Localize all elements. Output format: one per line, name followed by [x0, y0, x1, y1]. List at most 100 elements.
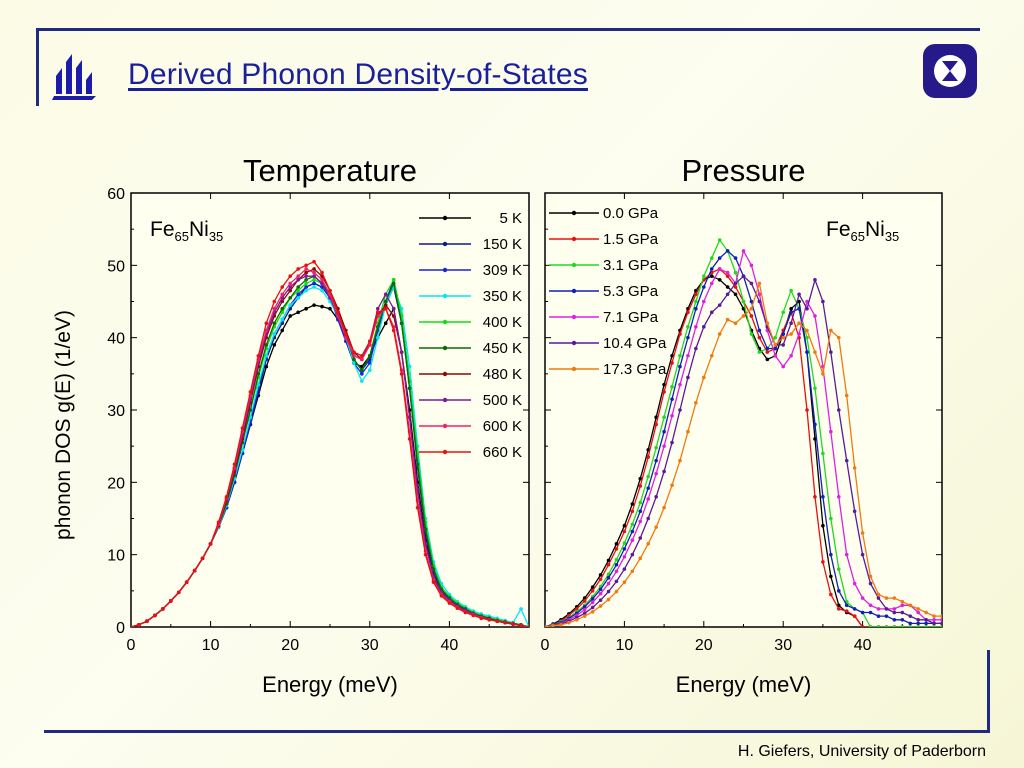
legend-label: 5 K — [499, 210, 522, 227]
data-point — [368, 339, 372, 344]
data-point — [545, 625, 547, 627]
data-point — [662, 390, 666, 394]
data-point — [686, 335, 690, 340]
data-point — [821, 451, 825, 456]
data-point — [733, 321, 738, 326]
data-point — [940, 614, 942, 618]
data-point — [423, 552, 428, 557]
data-point — [391, 278, 396, 282]
data-point — [702, 299, 706, 304]
data-point — [709, 267, 714, 271]
data-point — [519, 623, 523, 627]
data-point — [765, 321, 770, 326]
data-point — [383, 303, 388, 307]
data-point — [757, 292, 762, 297]
data-point — [407, 364, 412, 369]
data-point — [654, 458, 658, 463]
data-point — [630, 509, 635, 514]
y-tick-label: 0 — [116, 620, 125, 637]
data-point — [383, 299, 388, 304]
data-point — [216, 520, 221, 524]
data-point — [304, 285, 308, 289]
data-point — [892, 610, 897, 615]
data-point — [686, 310, 690, 315]
data-point — [320, 270, 324, 275]
data-point — [304, 263, 308, 268]
legend-marker — [442, 423, 448, 429]
data-point — [527, 625, 529, 627]
data-point — [836, 495, 841, 499]
annotation-base: Fe — [826, 218, 851, 241]
data-point — [670, 361, 674, 365]
data-point — [678, 382, 682, 387]
annotation-subscript: 65 — [851, 229, 865, 244]
data-point — [702, 375, 706, 380]
data-point — [567, 620, 571, 625]
data-point — [781, 335, 785, 340]
data-point — [844, 552, 849, 557]
data-point — [368, 353, 372, 358]
data-point — [844, 458, 849, 463]
data-point — [407, 386, 412, 391]
data-point — [288, 314, 293, 318]
data-point — [447, 601, 452, 605]
data-point — [892, 596, 897, 600]
data-point — [789, 353, 793, 358]
data-point — [662, 444, 666, 448]
data-point — [352, 353, 356, 358]
data-point — [654, 525, 658, 529]
data-point — [352, 357, 356, 362]
data-point — [686, 325, 690, 329]
chart-title: Pressure — [681, 153, 805, 188]
data-point — [582, 611, 587, 616]
data-point — [360, 379, 364, 383]
y-tick-label: 10 — [107, 548, 125, 565]
data-point — [630, 538, 635, 542]
data-point — [137, 623, 141, 627]
frame-left-line — [36, 28, 39, 106]
data-point — [606, 597, 611, 602]
data-point — [614, 569, 619, 574]
data-point — [749, 306, 754, 311]
data-point — [383, 292, 388, 297]
data-point — [646, 474, 651, 479]
chart-panel-1: Pressure 0 10 20 30 40 Energy (meV) 0.0 GPa 1.5 … — [541, 153, 943, 697]
data-point — [176, 590, 181, 595]
data-point — [694, 346, 698, 351]
data-point — [908, 625, 913, 627]
data-point — [598, 604, 603, 608]
data-point — [797, 321, 801, 326]
legend-label: 400 K — [483, 314, 522, 331]
data-point — [375, 325, 380, 329]
data-point — [598, 577, 603, 582]
data-point — [765, 346, 770, 351]
data-point — [638, 509, 643, 514]
data-point — [829, 552, 833, 557]
data-point — [852, 581, 857, 586]
data-point — [280, 317, 285, 322]
data-point — [336, 310, 340, 315]
data-point — [797, 306, 801, 311]
data-point — [662, 382, 666, 387]
data-point — [805, 328, 809, 333]
data-point — [765, 357, 770, 362]
legend-marker — [571, 262, 577, 268]
legend-marker — [442, 371, 448, 377]
data-point — [487, 617, 492, 622]
data-point — [296, 267, 300, 271]
data-point — [574, 607, 579, 611]
data-point — [860, 625, 865, 627]
data-point — [360, 372, 364, 376]
data-point — [280, 328, 285, 333]
data-point — [813, 278, 817, 282]
data-point — [932, 614, 936, 618]
data-point — [614, 562, 619, 567]
x-tick-label: 40 — [854, 637, 872, 654]
legend-marker — [571, 366, 577, 372]
data-point — [131, 625, 133, 627]
data-point — [662, 415, 666, 420]
data-point — [208, 542, 213, 546]
data-point — [654, 415, 658, 420]
data-point — [192, 568, 197, 573]
data-point — [598, 598, 603, 603]
